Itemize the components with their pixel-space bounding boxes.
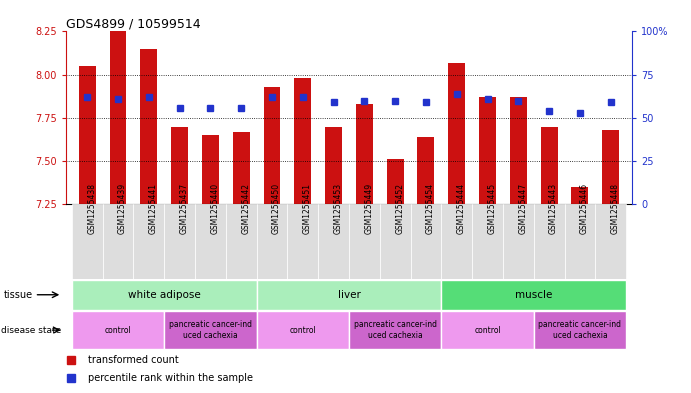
Text: transformed count: transformed count [88,354,179,365]
Text: GSM1255452: GSM1255452 [395,183,404,233]
Bar [571,187,588,204]
Bar [164,204,195,279]
Text: GSM1255450: GSM1255450 [272,182,281,234]
Text: GSM1255441: GSM1255441 [149,183,158,233]
Bar [256,280,442,310]
Bar [79,66,95,204]
Text: percentile rank within the sample: percentile rank within the sample [88,373,254,383]
Bar [325,127,342,204]
Text: pancreatic cancer-ind
uced cachexia: pancreatic cancer-ind uced cachexia [538,320,621,340]
Text: control: control [104,326,131,334]
Bar [171,127,188,204]
Text: GSM1255454: GSM1255454 [426,182,435,234]
Bar [442,311,533,349]
Bar [102,204,133,279]
Text: GSM1255445: GSM1255445 [488,182,497,234]
Bar [72,280,256,310]
Text: GDS4899 / 10599514: GDS4899 / 10599514 [66,17,200,30]
Bar [226,204,256,279]
Bar [565,204,596,279]
Bar [380,204,410,279]
Bar [72,311,164,349]
Bar [417,137,435,204]
Text: GSM1255448: GSM1255448 [611,183,620,233]
Text: GSM1255451: GSM1255451 [303,183,312,233]
Bar [472,204,503,279]
Bar [503,204,533,279]
Text: GSM1255446: GSM1255446 [580,182,589,234]
Text: GSM1255438: GSM1255438 [87,183,96,233]
Bar [72,204,102,279]
Text: liver: liver [337,290,361,300]
Bar [479,97,496,204]
Bar [256,204,287,279]
Bar [263,87,281,204]
Bar [349,311,442,349]
Text: GSM1255437: GSM1255437 [180,182,189,234]
Bar [442,204,472,279]
Bar [195,204,226,279]
Bar [533,311,626,349]
Text: GSM1255449: GSM1255449 [364,182,373,234]
Bar [410,204,442,279]
Bar [164,311,256,349]
Text: white adipose: white adipose [128,290,200,300]
Text: control: control [290,326,316,334]
Bar [533,204,565,279]
Text: GSM1255447: GSM1255447 [518,182,527,234]
Bar [256,311,349,349]
Bar [540,127,558,204]
Bar [318,204,349,279]
Text: pancreatic cancer-ind
uced cachexia: pancreatic cancer-ind uced cachexia [169,320,252,340]
Bar [387,160,404,204]
Bar [140,49,158,204]
Text: disease state: disease state [1,326,61,334]
Text: GSM1255442: GSM1255442 [241,183,250,233]
Text: pancreatic cancer-ind
uced cachexia: pancreatic cancer-ind uced cachexia [354,320,437,340]
Bar [202,135,219,204]
Text: GSM1255440: GSM1255440 [210,182,219,234]
Bar [596,204,626,279]
Text: tissue: tissue [3,290,32,300]
Bar [356,104,373,204]
Bar [510,97,527,204]
Bar [287,204,318,279]
Bar [110,0,126,204]
Bar [448,62,465,204]
Text: GSM1255439: GSM1255439 [118,182,127,234]
Text: GSM1255443: GSM1255443 [549,182,558,234]
Bar [233,132,249,204]
Text: control: control [474,326,501,334]
Bar [442,280,626,310]
Bar [349,204,380,279]
Bar [294,78,311,204]
Text: GSM1255453: GSM1255453 [334,182,343,234]
Text: muscle: muscle [515,290,552,300]
Bar [603,130,619,204]
Text: GSM1255444: GSM1255444 [457,182,466,234]
Bar [133,204,164,279]
